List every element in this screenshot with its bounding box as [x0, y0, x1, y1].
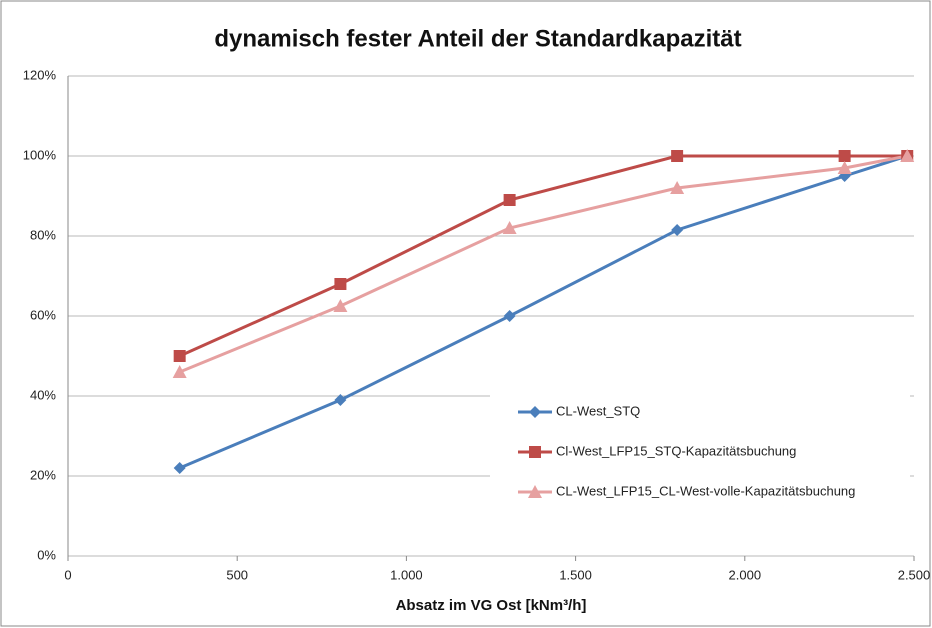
x-tick-label: 0	[64, 567, 71, 582]
y-tick-label: 120%	[23, 67, 57, 82]
x-tick-label: 2.500	[898, 567, 931, 582]
y-tick-label: 80%	[30, 227, 56, 242]
series-line	[179, 154, 908, 358]
y-tick-label: 0%	[37, 547, 56, 562]
data-point	[173, 350, 186, 362]
data-point	[671, 150, 684, 162]
y-tick-label: 20%	[30, 467, 56, 482]
data-point	[838, 150, 851, 162]
legend-marker	[529, 446, 541, 458]
data-point	[173, 462, 186, 474]
data-point	[671, 224, 684, 236]
data-point	[334, 278, 347, 290]
data-point	[837, 161, 852, 174]
x-tick-label: 1.000	[390, 567, 423, 582]
chart-title: dynamisch fester Anteil der Standardkapa…	[214, 25, 741, 52]
y-tick-label: 60%	[30, 307, 56, 322]
data-point	[172, 365, 187, 378]
legend-text: Cl-West_LFP15_STQ-Kapazitätsbuchung	[556, 443, 796, 458]
y-tick-label: 100%	[23, 147, 57, 162]
data-point	[503, 310, 516, 322]
x-axis-title: Absatz im VG Ost [kNm³/h]	[396, 597, 587, 614]
y-tick-label: 40%	[30, 387, 56, 402]
data-point	[900, 149, 915, 162]
legend-marker	[529, 406, 541, 418]
legend-box	[490, 392, 910, 510]
x-tick-label: 1.500	[559, 567, 592, 582]
legend-marker	[528, 485, 542, 498]
series-line	[179, 154, 908, 374]
data-point	[503, 194, 516, 206]
x-tick-label: 2.000	[729, 567, 762, 582]
series-line	[179, 154, 908, 470]
x-tick-label: 500	[226, 567, 248, 582]
data-point	[502, 221, 517, 234]
data-point	[334, 394, 347, 406]
legend-text: CL-West_STQ	[556, 403, 640, 418]
data-point	[333, 299, 348, 312]
data-point	[670, 181, 685, 194]
legend-text: CL-West_LFP15_CL-West-volle-Kapazitätsbu…	[556, 483, 855, 498]
